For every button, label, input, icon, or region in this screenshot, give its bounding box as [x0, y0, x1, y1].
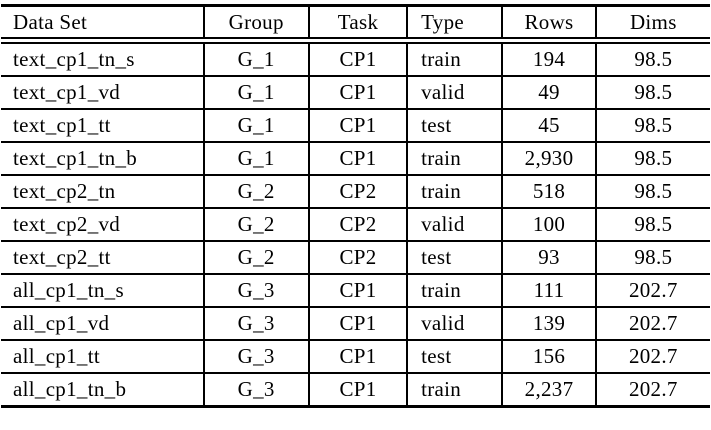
- cell-rows: 93: [501, 240, 596, 275]
- cell-data-set: all_cp1_vd: [1, 306, 204, 341]
- cell-type: train: [406, 273, 503, 308]
- cell-data-set: all_cp1_tn_b: [1, 372, 204, 408]
- cell-dims: 202.7: [594, 306, 710, 341]
- cell-dims: 98.5: [594, 141, 710, 176]
- cell-task: CP1: [307, 306, 408, 341]
- cell-type: train: [406, 39, 503, 77]
- cell-dims: 202.7: [594, 273, 710, 308]
- cell-type: valid: [406, 207, 503, 242]
- cell-rows: 111: [501, 273, 596, 308]
- cell-group: G_3: [202, 273, 309, 308]
- cell-type: test: [406, 339, 503, 374]
- dataset-summary-table: Data Set Group Task Type Rows Dims text_…: [1, 4, 710, 408]
- column-header-task: Task: [307, 4, 408, 44]
- cell-rows: 194: [501, 39, 596, 77]
- table-row: text_cp1_tn_s G_1 CP1 train 194 98.5: [1, 39, 710, 77]
- cell-group: G_2: [202, 174, 309, 209]
- cell-task: CP1: [307, 39, 408, 77]
- cell-type: valid: [406, 75, 503, 110]
- table-row: text_cp1_tt G_1 CP1 test 45 98.5: [1, 108, 710, 143]
- cell-type: test: [406, 108, 503, 143]
- table-row: text_cp2_tn G_2 CP2 train 518 98.5: [1, 174, 710, 209]
- cell-group: G_3: [202, 372, 309, 408]
- column-header-dims: Dims: [594, 4, 710, 44]
- table-row: text_cp1_tn_b G_1 CP1 train 2,930 98.5: [1, 141, 710, 176]
- cell-type: train: [406, 372, 503, 408]
- cell-group: G_1: [202, 39, 309, 77]
- cell-data-set: all_cp1_tn_s: [1, 273, 204, 308]
- cell-dims: 202.7: [594, 339, 710, 374]
- cell-rows: 518: [501, 174, 596, 209]
- table-row: text_cp1_vd G_1 CP1 valid 49 98.5: [1, 75, 710, 110]
- cell-type: test: [406, 240, 503, 275]
- cell-task: CP1: [307, 339, 408, 374]
- cell-type: train: [406, 141, 503, 176]
- cell-data-set: text_cp1_tt: [1, 108, 204, 143]
- table-row: text_cp2_tt G_2 CP2 test 93 98.5: [1, 240, 710, 275]
- table-row: all_cp1_tn_b G_3 CP1 train 2,237 202.7: [1, 372, 710, 408]
- cell-rows: 49: [501, 75, 596, 110]
- column-header-rows: Rows: [501, 4, 596, 44]
- cell-data-set: text_cp2_tn: [1, 174, 204, 209]
- cell-task: CP1: [307, 108, 408, 143]
- cell-group: G_3: [202, 306, 309, 341]
- cell-rows: 2,930: [501, 141, 596, 176]
- cell-task: CP1: [307, 273, 408, 308]
- cell-dims: 202.7: [594, 372, 710, 408]
- cell-dims: 98.5: [594, 207, 710, 242]
- cell-dims: 98.5: [594, 174, 710, 209]
- cell-type: valid: [406, 306, 503, 341]
- cell-group: G_1: [202, 141, 309, 176]
- cell-dims: 98.5: [594, 75, 710, 110]
- cell-data-set: text_cp2_vd: [1, 207, 204, 242]
- cell-task: CP1: [307, 75, 408, 110]
- table-row: all_cp1_tt G_3 CP1 test 156 202.7: [1, 339, 710, 374]
- cell-group: G_2: [202, 240, 309, 275]
- cell-type: train: [406, 174, 503, 209]
- cell-data-set: all_cp1_tt: [1, 339, 204, 374]
- cell-data-set: text_cp1_vd: [1, 75, 204, 110]
- cell-dims: 98.5: [594, 39, 710, 77]
- cell-group: G_2: [202, 207, 309, 242]
- cell-rows: 45: [501, 108, 596, 143]
- cell-group: G_1: [202, 108, 309, 143]
- table-row: all_cp1_vd G_3 CP1 valid 139 202.7: [1, 306, 710, 341]
- column-header-type: Type: [406, 4, 503, 44]
- column-header-group: Group: [202, 4, 309, 44]
- cell-task: CP1: [307, 141, 408, 176]
- cell-group: G_3: [202, 339, 309, 374]
- cell-task: CP2: [307, 174, 408, 209]
- cell-group: G_1: [202, 75, 309, 110]
- cell-task: CP2: [307, 240, 408, 275]
- cell-data-set: text_cp1_tn_s: [1, 39, 204, 77]
- cell-rows: 100: [501, 207, 596, 242]
- cell-dims: 98.5: [594, 240, 710, 275]
- cell-rows: 156: [501, 339, 596, 374]
- column-header-data-set: Data Set: [1, 4, 204, 44]
- table-header-row: Data Set Group Task Type Rows Dims: [1, 4, 710, 44]
- table-row: text_cp2_vd G_2 CP2 valid 100 98.5: [1, 207, 710, 242]
- cell-rows: 2,237: [501, 372, 596, 408]
- cell-rows: 139: [501, 306, 596, 341]
- cell-task: CP1: [307, 372, 408, 408]
- cell-dims: 98.5: [594, 108, 710, 143]
- cell-task: CP2: [307, 207, 408, 242]
- cell-data-set: text_cp2_tt: [1, 240, 204, 275]
- table-row: all_cp1_tn_s G_3 CP1 train 111 202.7: [1, 273, 710, 308]
- cell-data-set: text_cp1_tn_b: [1, 141, 204, 176]
